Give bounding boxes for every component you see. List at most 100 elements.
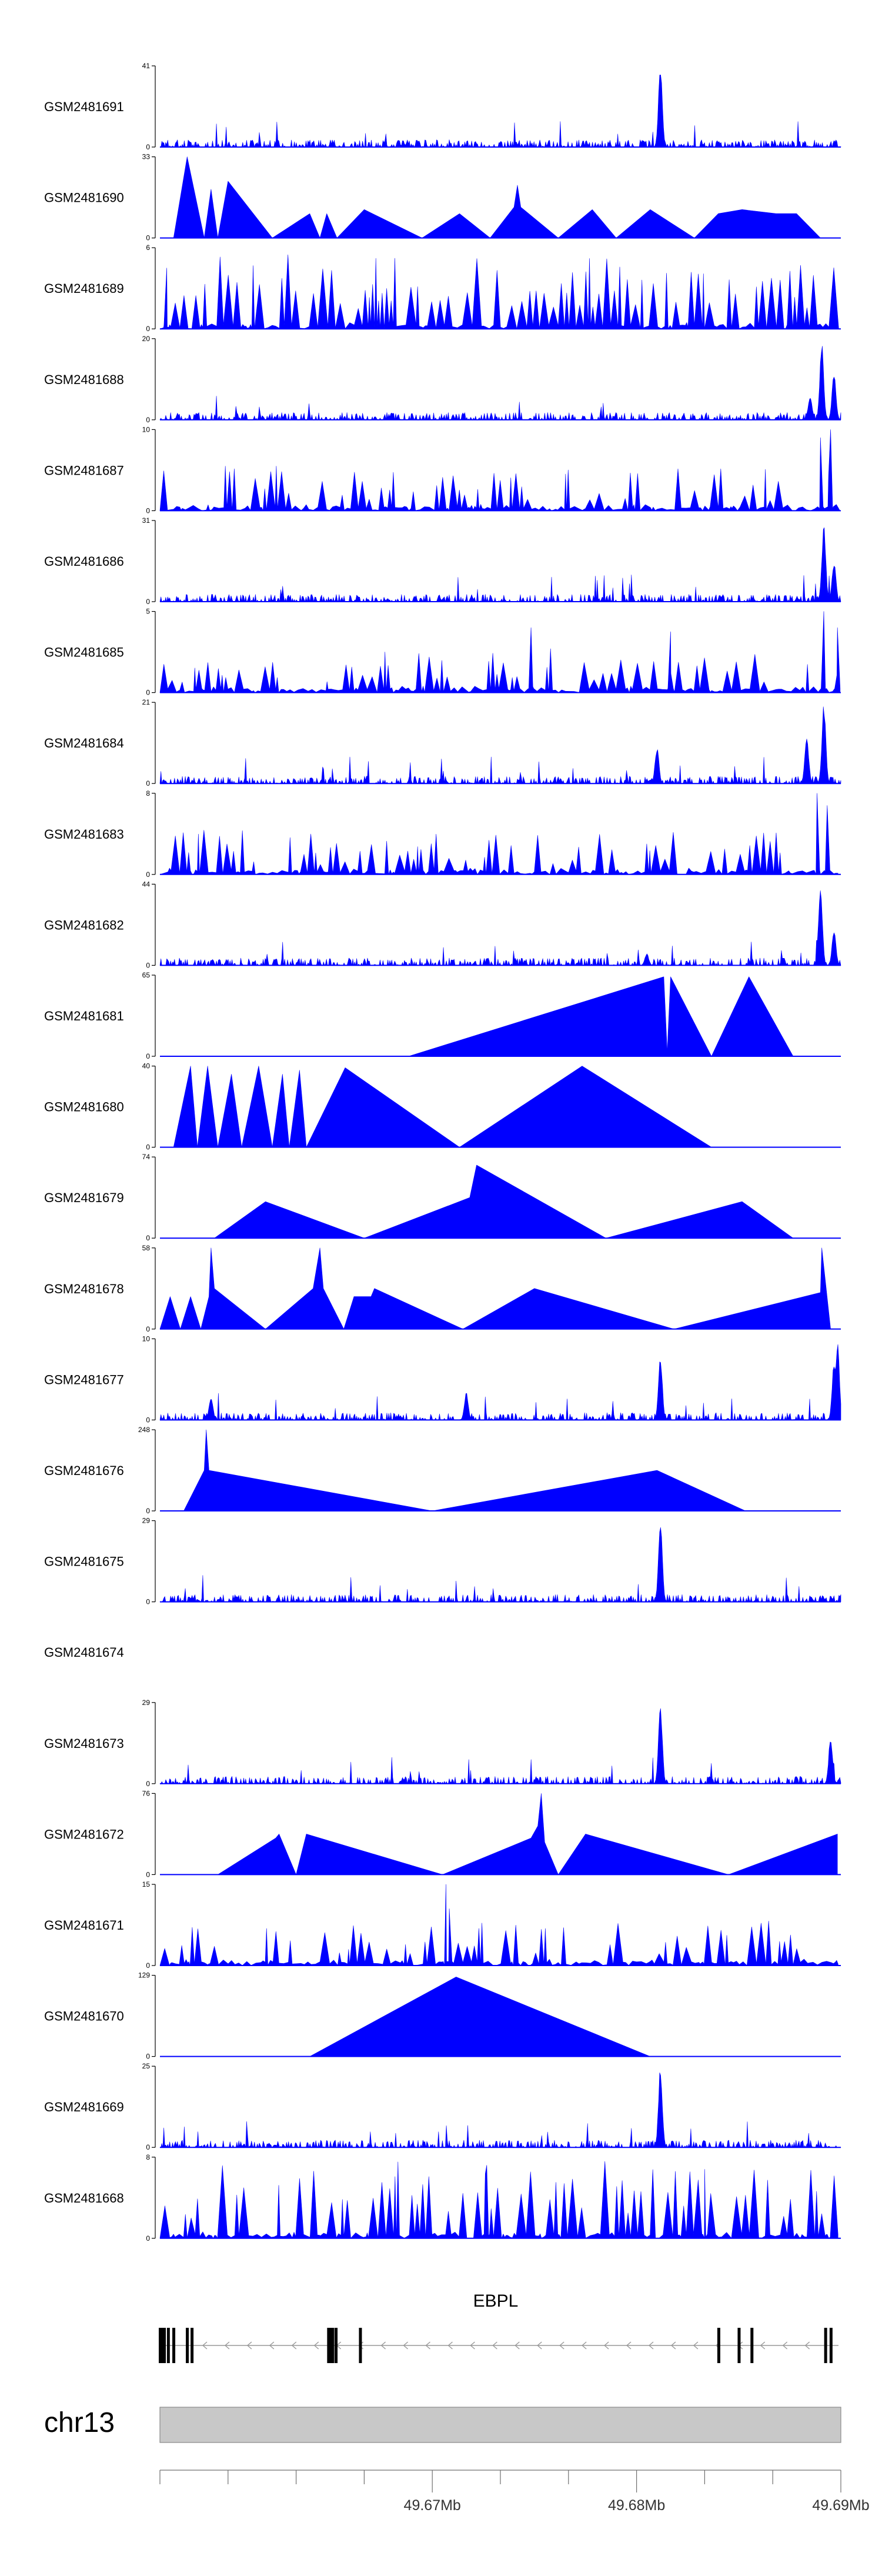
track-label: GSM2481685	[44, 645, 124, 660]
track-label: GSM2481683	[44, 827, 124, 842]
coverage-area-GSM2481670	[309, 1977, 651, 2057]
y-axis-zero-label: 0	[146, 598, 150, 606]
track-GSM2481688: GSM2481688 20 0	[44, 335, 841, 424]
y-axis-max-label: 74	[142, 1153, 151, 1161]
track-label: GSM2481686	[44, 554, 124, 569]
coverage-area-GSM2481688	[159, 346, 841, 421]
y-axis-max-label: 8	[146, 789, 150, 798]
track-GSM2481675: GSM2481675 29 0	[44, 1517, 841, 1606]
coverage-area-GSM2481681	[408, 976, 794, 1057]
strand-arrow	[782, 2341, 788, 2350]
track-GSM2481673: GSM2481673 29 0	[44, 1699, 841, 1788]
y-axis-max-label: 15	[142, 1880, 151, 1888]
track-GSM2481682: GSM2481682 44 0	[44, 880, 841, 969]
y-axis-zero-label: 0	[146, 1961, 150, 1970]
coverage-area-GSM2481668	[159, 2161, 838, 2239]
coverage-area-GSM2481682	[159, 890, 841, 966]
y-axis-max-label: 25	[142, 2062, 151, 2070]
y-axis-zero-label: 0	[146, 325, 150, 333]
y-axis-zero-label: 0	[146, 870, 150, 879]
track-GSM2481691: GSM2481691 41 0	[44, 62, 841, 151]
gene-exon	[159, 2328, 166, 2363]
coverage-area-GSM2481685	[159, 611, 841, 693]
strand-arrow	[291, 2341, 297, 2350]
y-axis-zero-label: 0	[146, 1234, 150, 1242]
strand-arrow	[670, 2341, 676, 2350]
y-axis-zero-label: 0	[146, 1507, 150, 1515]
track-label: GSM2481680	[44, 1100, 124, 1115]
y-axis-zero-label: 0	[146, 1052, 150, 1060]
genome-axis-tick-label: 49.69Mb	[812, 2497, 869, 2514]
track-GSM2481676: GSM2481676 248 0	[44, 1426, 841, 1515]
y-axis-max-label: 40	[142, 1062, 151, 1070]
coverage-area-GSM2481669	[159, 2072, 841, 2148]
y-axis-max-label: 10	[142, 425, 151, 433]
track-GSM2481680: GSM2481680 40 0	[44, 1062, 841, 1152]
y-axis-zero-label: 0	[146, 689, 150, 697]
strand-arrow	[537, 2341, 542, 2350]
track-GSM2481678: GSM2481678 58 0	[44, 1244, 841, 1333]
track-label: GSM2481668	[44, 2191, 124, 2205]
track-label: GSM2481672	[44, 1827, 124, 1841]
track-label: GSM2481687	[44, 463, 124, 478]
coverage-area-GSM2481672	[218, 1793, 838, 1875]
y-axis-max-label: 41	[142, 62, 151, 70]
track-label: GSM2481676	[44, 1463, 124, 1478]
y-axis-max-label: 33	[142, 153, 151, 161]
gene-model-track: EBPL	[159, 2291, 838, 2363]
y-axis-max-label: 5	[146, 608, 150, 616]
strand-arrow	[492, 2341, 497, 2350]
track-GSM2481690: GSM2481690 33 0	[44, 153, 841, 242]
y-axis-max-label: 76	[142, 1789, 151, 1797]
y-axis-zero-label: 0	[146, 416, 150, 424]
coverage-area-GSM2481673	[159, 1708, 841, 1784]
strand-arrow	[246, 2341, 252, 2350]
y-axis-zero-label: 0	[146, 1325, 150, 1333]
track-label: GSM2481682	[44, 917, 124, 932]
y-axis-zero-label: 0	[146, 143, 150, 151]
strand-arrow	[269, 2341, 275, 2350]
y-axis-zero-label: 0	[146, 961, 150, 969]
strand-arrow	[760, 2341, 766, 2350]
gene-exon	[717, 2328, 720, 2363]
track-GSM2481669: GSM2481669 25 0	[44, 2062, 841, 2151]
strand-arrow	[604, 2341, 609, 2350]
gene-exon	[327, 2328, 335, 2363]
y-axis-max-label: 29	[142, 1699, 151, 1707]
strand-arrow	[648, 2341, 654, 2350]
track-label: GSM2481675	[44, 1554, 124, 1569]
y-axis-zero-label: 0	[146, 1780, 150, 1788]
y-axis-max-label: 129	[138, 1971, 150, 1980]
strand-arrow	[514, 2341, 520, 2350]
track-label: GSM2481671	[44, 1918, 124, 1933]
coverage-area-GSM2481679	[214, 1164, 794, 1239]
gene-exon	[166, 2328, 170, 2363]
track-label: GSM2481691	[44, 99, 124, 114]
track-label: GSM2481690	[44, 191, 124, 205]
track-GSM2481670: GSM2481670 129 0	[44, 1971, 841, 2061]
y-axis-zero-label: 0	[146, 1143, 150, 1152]
strand-arrow	[403, 2341, 409, 2350]
strand-arrow	[626, 2341, 632, 2350]
y-axis-zero-label: 0	[146, 2053, 150, 2061]
track-label: GSM2481669	[44, 2100, 124, 2114]
y-axis-max-label: 21	[142, 698, 151, 706]
chromosome-ideogram-track: chr13 49.67Mb 49.68Mb 49.69Mb	[44, 2407, 870, 2514]
track-label: GSM2481678	[44, 1282, 124, 1296]
strand-arrow	[202, 2341, 208, 2350]
y-axis-zero-label: 0	[146, 2234, 150, 2243]
track-label: GSM2481684	[44, 736, 124, 750]
strand-arrow	[313, 2341, 319, 2350]
coverage-area-GSM2481680	[173, 1066, 712, 1147]
y-axis-max-label: 31	[142, 516, 151, 525]
track-GSM2481672: GSM2481672 76 0	[44, 1789, 841, 1878]
track-label: GSM2481674	[44, 1645, 124, 1660]
track-GSM2481689: GSM2481689 6 0	[44, 243, 841, 333]
genome-axis-tick-label: 49.68Mb	[608, 2497, 665, 2514]
track-GSM2481686: GSM2481686 31 0	[44, 516, 841, 606]
track-GSM2481677: GSM2481677 10 0	[44, 1334, 841, 1424]
coverage-area-GSM2481683	[159, 793, 838, 875]
coverage-area-GSM2481691	[159, 75, 841, 148]
track-GSM2481681: GSM2481681 65 0	[44, 971, 841, 1060]
